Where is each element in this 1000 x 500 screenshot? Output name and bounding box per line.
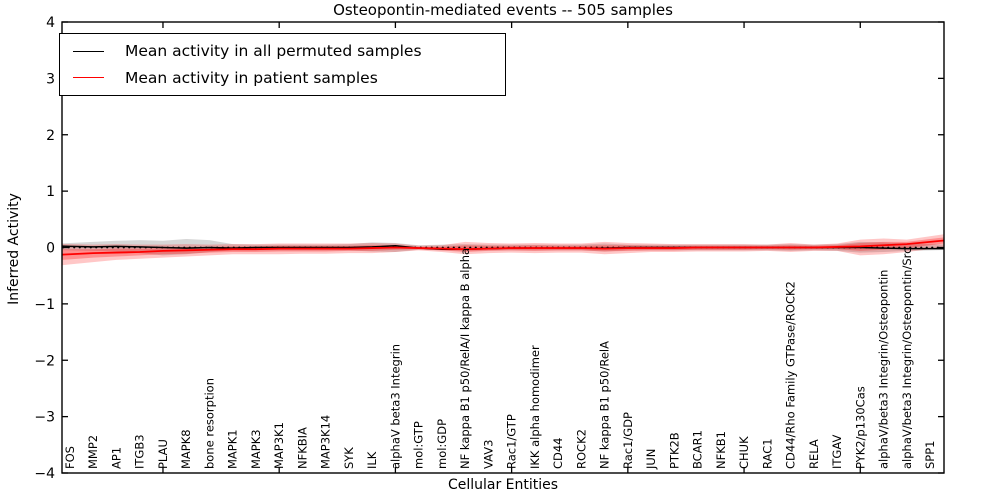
x-category-label: MAP3K14 xyxy=(319,415,333,469)
patient-line-swatch xyxy=(73,77,104,79)
x-category-label: MAPK1 xyxy=(226,429,240,469)
x-category-label: alphaV/beta3 Integrin/Osteopontin/Src xyxy=(900,248,914,469)
y-tick-label: 2 xyxy=(46,128,55,144)
x-category-label: RAC1 xyxy=(760,438,774,469)
x-category-label: NF kappa B1 p50/RelA xyxy=(598,341,612,469)
x-category-label: CD44 xyxy=(551,437,565,469)
y-axis-ticks: 4 3 2 1 0 −1 −2 −3 −4 xyxy=(34,15,944,482)
x-category-label: alphaV/beta3 Integrin/Osteopontin xyxy=(877,270,891,469)
y-tick-label: 1 xyxy=(46,184,55,200)
x-category-label: MAPK8 xyxy=(179,429,193,469)
x-category-label: CD44/Rho Family GTPase/ROCK2 xyxy=(784,281,798,469)
legend-label-permuted: Mean activity in all permuted samples xyxy=(125,42,422,61)
x-category-label: JUN xyxy=(644,449,658,470)
x-category-label: CHUK xyxy=(737,436,751,469)
y-tick-label: 3 xyxy=(46,71,55,87)
x-category-label: RELA xyxy=(807,439,821,469)
x-category-label: mol:GTP xyxy=(412,421,426,469)
y-tick-label: −1 xyxy=(34,297,55,313)
band-patient-range-outer xyxy=(62,234,944,266)
permuted-line-swatch xyxy=(73,50,104,52)
x-category-label: PLAU xyxy=(156,439,170,469)
x-category-label: Rac1/GTP xyxy=(505,414,519,469)
x-category-label: NFKBIA xyxy=(295,427,309,469)
y-tick-label: −4 xyxy=(34,466,55,482)
x-category-label: ITGAV xyxy=(830,435,844,469)
x-axis-ticks xyxy=(162,22,861,473)
y-tick-label: −3 xyxy=(34,410,55,426)
chart-title: Osteopontin-mediated events -- 505 sampl… xyxy=(333,1,673,19)
legend-box: Mean activity in all permuted samples Me… xyxy=(59,33,506,96)
x-category-label: MAPK3 xyxy=(249,429,263,469)
x-category-label: PTK2B xyxy=(667,432,681,469)
x-category-label: FOS xyxy=(63,446,77,469)
x-category-label: PYK2/p130Cas xyxy=(853,386,867,469)
x-category-label: BCAR1 xyxy=(691,430,705,469)
x-category-label: NFKB1 xyxy=(714,431,728,469)
legend-item-patient: Mean activity in patient samples xyxy=(60,66,505,90)
x-category-label: VAV3 xyxy=(481,440,495,469)
x-category-label: bone resorption xyxy=(202,378,216,469)
x-category-label: SPP1 xyxy=(923,441,937,470)
x-category-label: MAP3K1 xyxy=(272,422,286,469)
series-line-patient xyxy=(61,239,945,256)
x-category-label: IKK alpha homodimer xyxy=(528,345,542,469)
y-tick-label: 4 xyxy=(46,15,55,31)
x-category-label: SYK xyxy=(342,447,356,469)
y-tick-label: 0 xyxy=(46,241,55,257)
y-axis-title: Inferred Activity xyxy=(6,193,22,305)
x-category-label: ITGB3 xyxy=(133,434,147,469)
x-category-labels: FOS MMP2 AP1 ITGB3 PLAU MAPK8 bone resorption M… xyxy=(63,248,937,470)
x-category-label: alphaV beta3 Integrin xyxy=(388,344,402,469)
x-category-label: Rac1/GDP xyxy=(621,412,635,469)
x-category-label: ILK xyxy=(365,451,379,469)
x-axis-title: Cellular Entities xyxy=(447,477,559,493)
x-category-label: mol:GDP xyxy=(435,419,449,469)
y-tick-label: −2 xyxy=(34,353,55,369)
x-category-label: NF kappa B1 p50/RelA/I kappa B alpha xyxy=(458,248,472,469)
legend-item-permuted: Mean activity in all permuted samples xyxy=(60,39,505,63)
x-category-label: MMP2 xyxy=(86,435,100,469)
x-category-label: ROCK2 xyxy=(574,429,588,469)
legend-label-patient: Mean activity in patient samples xyxy=(125,68,378,87)
x-category-label: AP1 xyxy=(109,447,123,469)
